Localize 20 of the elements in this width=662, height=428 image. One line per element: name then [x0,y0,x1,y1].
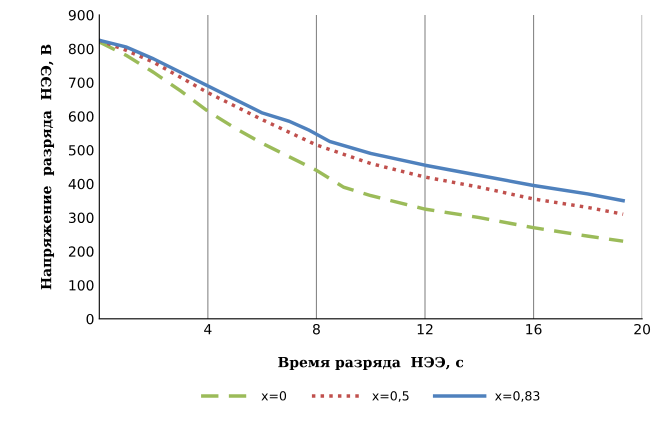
y-axis-title: Напряжение разряда НЭЭ, В [40,44,54,290]
x-tick-label: 4 [204,324,212,334]
y-tick-label: 200 [68,246,94,257]
y-tick-label: 300 [68,212,94,224]
y-tick-label: 100 [69,280,94,291]
x-tick-label: 16 [526,324,542,334]
y-tick-label: 400 [68,178,94,190]
y-tick-label: 700 [69,77,94,88]
x-tick-label: 8 [312,324,320,334]
legend-label: x=0,83 [495,391,540,402]
y-tick-label: 800 [68,44,94,54]
y-tick-label: 600 [68,111,94,122]
x-tick-label: 20 [634,324,650,334]
legend-label: x=0 [261,391,286,401]
legend-label: x=0,5 [372,391,409,402]
x-axis-title: Время разряда НЭЭ, с [278,356,464,370]
y-tick-label: 900 [68,10,94,20]
y-tick-label: 500 [69,145,94,156]
x-tick-label: 12 [418,324,432,334]
y-tick-label: 0 [86,314,94,324]
